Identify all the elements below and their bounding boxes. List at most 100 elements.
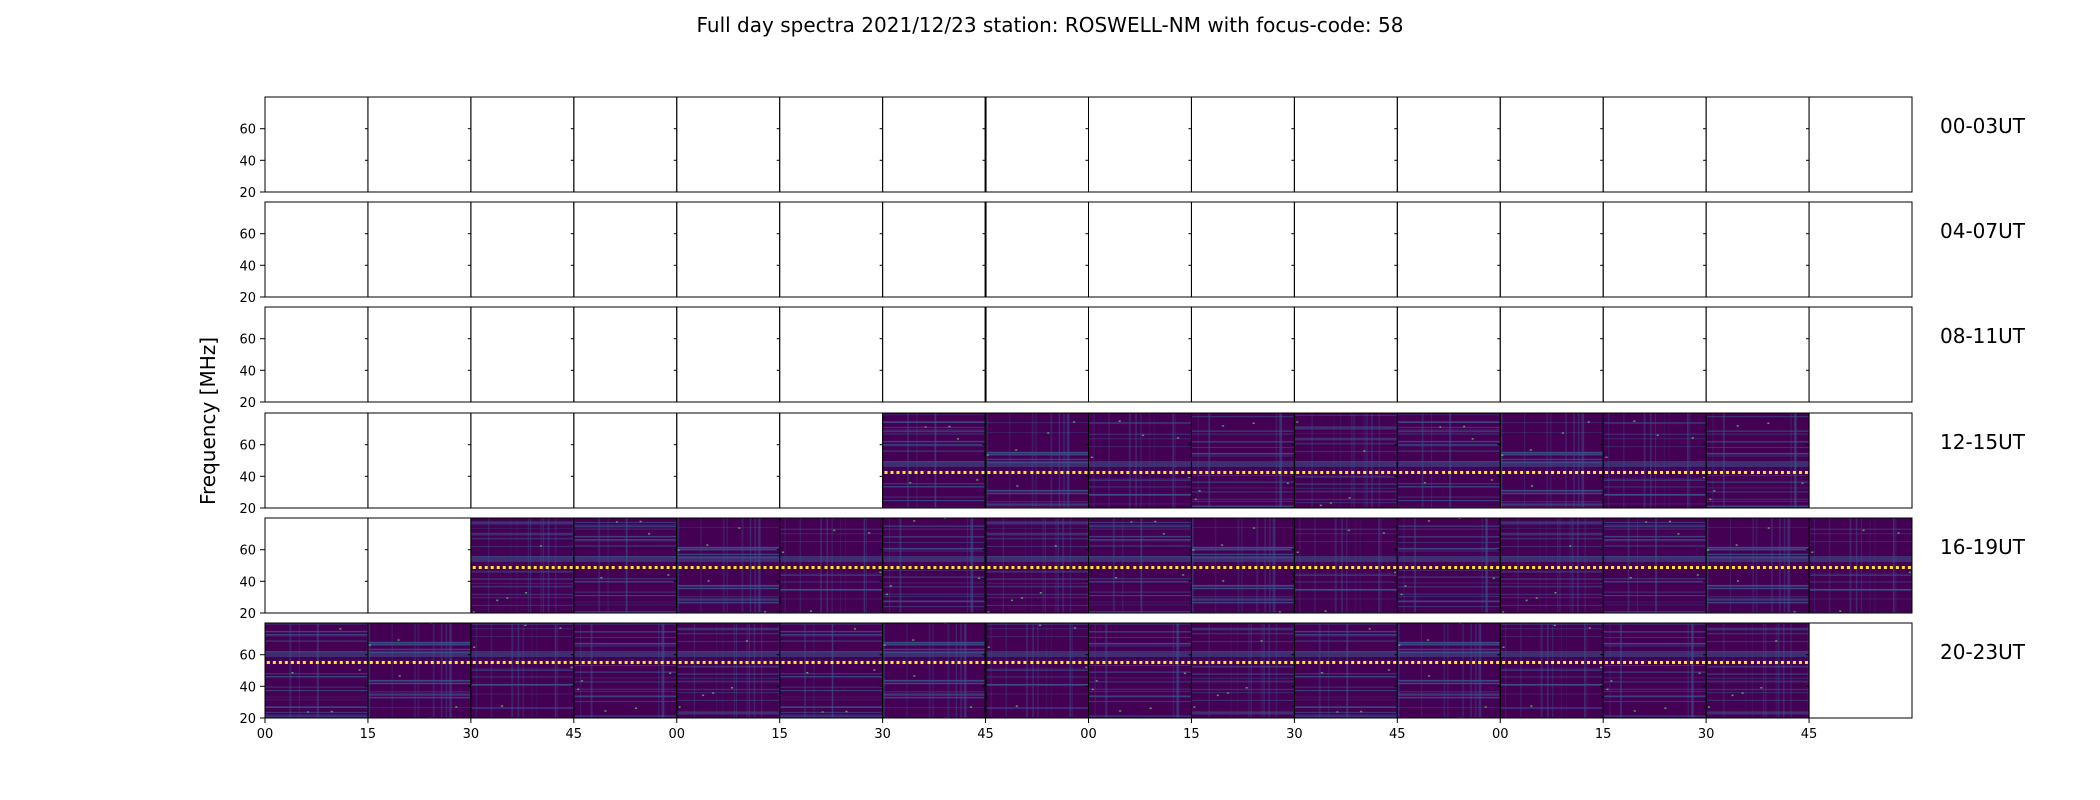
x-tick-label: 15 (360, 727, 377, 742)
panel-frame (470, 96, 575, 193)
y-tick-label: 40 (239, 259, 256, 274)
panel-frame (779, 306, 884, 403)
spectrogram-panel (1191, 413, 1295, 508)
panel-frame (1088, 201, 1192, 298)
row-12-15UT: 20 40 60 12-15UT (239, 412, 2026, 517)
y-tick-label: 60 (239, 544, 256, 559)
y-tick-label: 20 (239, 291, 256, 306)
spectrogram-panel (1191, 623, 1295, 718)
panel-frame (779, 201, 884, 298)
spectrogram-panel (470, 518, 574, 613)
y-tick-label: 20 (239, 607, 256, 622)
x-tick-label: 15 (1595, 727, 1612, 742)
panel-frame (1190, 96, 1295, 193)
panel-frame (1088, 96, 1192, 193)
panel-frame (1808, 96, 1913, 193)
row-00-03UT: 20 40 60 00-03UT (239, 96, 2026, 201)
spectrogram-panel (779, 518, 883, 613)
spectrogram-panel (1088, 518, 1192, 613)
row-20-23UT: 20 40 60 20-23UT (239, 622, 2026, 727)
spectrogram-panel (1294, 518, 1398, 613)
panel-frame (367, 412, 472, 509)
x-tick-label: 45 (1801, 727, 1818, 742)
panel-frame (1293, 306, 1398, 403)
x-tick-label: 30 (463, 727, 480, 742)
spectrogram-panel (470, 623, 574, 718)
panel-frame (1808, 622, 1913, 719)
spectrogram-panel (1294, 623, 1398, 718)
x-tick-label: 00 (257, 727, 274, 742)
panel-frame (367, 517, 472, 614)
chart-title: Full day spectra 2021/12/23 station: ROS… (697, 13, 1404, 37)
y-tick-label: 40 (239, 575, 256, 590)
panel-frame (264, 201, 369, 298)
y-tick-label: 20 (239, 502, 256, 517)
y-tick-label: 60 (239, 439, 256, 454)
panel-frame (573, 201, 678, 298)
x-axis: 00 15 30 45 00 15 30 45 00 15 30 45 00 15 30 45 (257, 718, 1818, 742)
y-tick-label: 20 (239, 712, 256, 727)
panel-frame (367, 96, 472, 193)
y-tick-label: 40 (239, 154, 256, 169)
spectrogram-panel (1706, 518, 1810, 613)
x-tick-label: 00 (668, 727, 685, 742)
spectrogram-panel (265, 623, 368, 718)
panel-frame (264, 96, 369, 193)
spectrogram-panel (1809, 518, 1912, 613)
spectrogram-panel (1500, 518, 1604, 613)
spectrogram-panel (1500, 413, 1604, 508)
row-label: 08-11UT (1940, 324, 2026, 348)
x-tick-label: 15 (1183, 727, 1200, 742)
spectrogram-panel (1397, 413, 1501, 508)
panel-frame (882, 201, 987, 298)
spectrogram-panel (676, 518, 780, 613)
spectrogram-panel (1088, 413, 1192, 508)
spectrogram-panel (985, 623, 1089, 718)
x-tick-label: 30 (1698, 727, 1715, 742)
spectrogram-panel (1603, 518, 1707, 613)
panel-frame (1808, 412, 1913, 509)
panel-frame (573, 306, 678, 403)
spectrogram-panel (882, 413, 986, 508)
panel-frame (1293, 96, 1398, 193)
spectrogram-panel (1603, 413, 1707, 508)
panel-frame (1396, 201, 1501, 298)
spectrogram-panel (573, 518, 677, 613)
panel-frame (1705, 306, 1810, 403)
spectrogram-panel (882, 623, 986, 718)
spectrogram-panel (1706, 623, 1810, 718)
panel-frame (1190, 201, 1295, 298)
panel-frame (573, 96, 678, 193)
panel-frame (1499, 306, 1604, 403)
panel-frame (779, 96, 884, 193)
y-tick-label: 20 (239, 396, 256, 411)
spectrogram-panel (1603, 623, 1707, 718)
panel-frame (367, 306, 472, 403)
x-tick-label: 45 (1389, 727, 1406, 742)
panel-frame (573, 412, 678, 509)
spectrogram-panel (1500, 623, 1604, 718)
x-tick-label: 00 (1080, 727, 1097, 742)
spectrogram-panel (573, 623, 677, 718)
panel-frame (1499, 201, 1604, 298)
panel-frame (1088, 306, 1192, 403)
row-label: 00-03UT (1940, 114, 2026, 138)
panel-frame (264, 517, 369, 614)
x-tick-label: 15 (771, 727, 788, 742)
panel-frame (1396, 96, 1501, 193)
x-tick-label: 45 (977, 727, 994, 742)
y-axis-label: Frequency [MHz] (196, 337, 220, 505)
row-04-07UT: 20 40 60 04-07UT (239, 201, 2026, 306)
panel-frame (1808, 201, 1913, 298)
panel-frame (1602, 201, 1707, 298)
x-tick-label: 45 (566, 727, 583, 742)
y-tick-label: 60 (239, 333, 256, 348)
row-label: 16-19UT (1940, 535, 2026, 559)
panel-frame (264, 306, 369, 403)
panel-frame (470, 306, 575, 403)
spectrogram-panel (1397, 623, 1501, 718)
panel-frame (367, 201, 472, 298)
spectrogram-panel (882, 518, 986, 613)
y-tick-label: 20 (239, 186, 256, 201)
row-label: 12-15UT (1940, 430, 2026, 454)
